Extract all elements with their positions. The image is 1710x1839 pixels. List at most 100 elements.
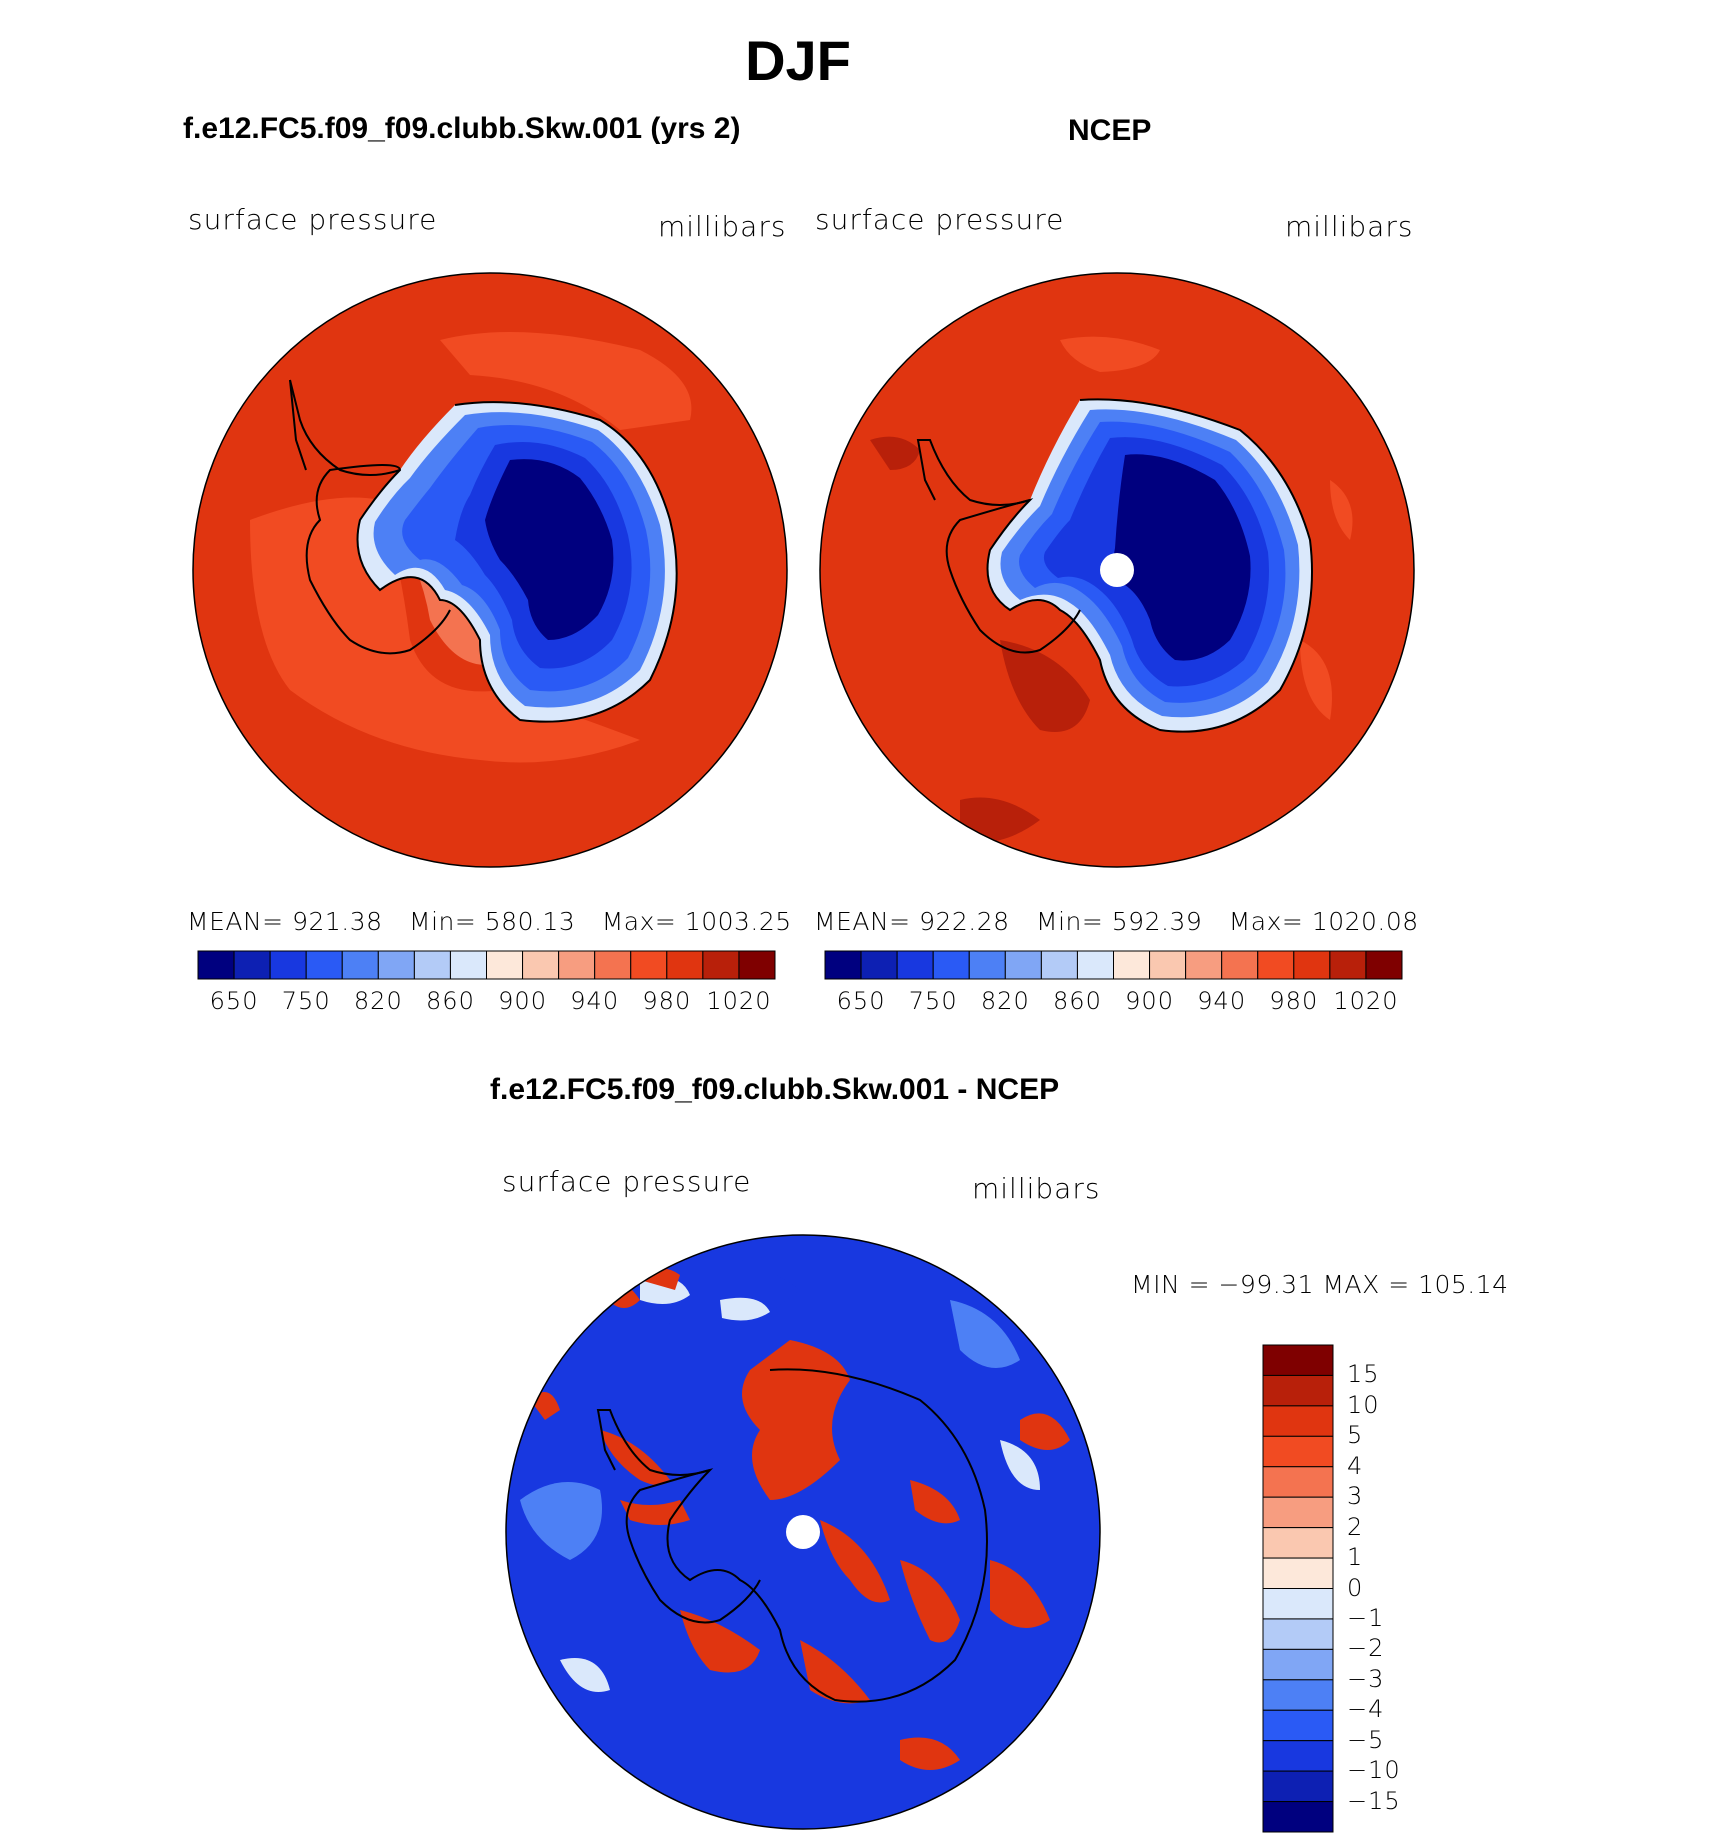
- obs-max-value: 1020.08: [1311, 907, 1419, 936]
- obs-map-border: [819, 272, 1415, 868]
- model-colorbar-swatch: [449, 950, 487, 980]
- obs-colorbar-swatch: [1149, 950, 1187, 980]
- obs-colorbar-swatch: [1040, 950, 1078, 980]
- obs-colorbar-tick-label: 860: [1053, 987, 1102, 1015]
- diff-variable-label: surface pressure: [502, 1165, 752, 1198]
- figure-title: DJF: [745, 29, 851, 92]
- diff-colorbar-tick-label: 15: [1347, 1360, 1380, 1389]
- model-colorbar-swatch: [486, 950, 524, 980]
- model-colorbar-swatch: [738, 950, 776, 980]
- model-map-border: [192, 272, 788, 868]
- obs-stats: MEAN= 922.28 Min= 592.39 Max= 1020.08: [814, 907, 1419, 936]
- model-colorbar-swatch: [305, 950, 343, 980]
- model-min-value: 580.13: [484, 907, 576, 936]
- obs-colorbar-swatch: [860, 950, 898, 980]
- diff-colorbar-tick-label: 10: [1347, 1390, 1380, 1419]
- obs-variable-label: surface pressure: [815, 203, 1065, 236]
- obs-colorbar-swatch: [968, 950, 1006, 980]
- model-colorbar-tick-label: 1020: [706, 987, 772, 1015]
- obs-colorbar-swatch: [1004, 950, 1042, 980]
- obs-colorbar: [824, 950, 1403, 980]
- model-colorbar-tick-label: 900: [498, 987, 547, 1015]
- model-colorbar-swatch: [666, 950, 704, 980]
- obs-colorbar-swatch: [1113, 950, 1151, 980]
- obs-colorbar-swatch: [1257, 950, 1295, 980]
- obs-colorbar-tick-label: 940: [1197, 987, 1247, 1015]
- model-map: [193, 273, 787, 867]
- model-colorbar: [197, 950, 776, 980]
- obs-min-label: Min=: [1036, 907, 1104, 936]
- diff-colorbar-swatch: [1262, 1557, 1334, 1589]
- obs-colorbar-swatch: [932, 950, 970, 980]
- obs-colorbar-tick-label: 900: [1125, 987, 1174, 1015]
- model-max-label: Max=: [601, 907, 677, 936]
- obs-colorbar-swatch: [896, 950, 934, 980]
- diff-colorbar-tick-label: −5: [1347, 1725, 1385, 1754]
- obs-panel-title: NCEP: [1068, 114, 1152, 147]
- obs-colorbar-swatch: [1221, 950, 1259, 980]
- model-colorbar-tick-label: 820: [353, 987, 403, 1015]
- obs-colorbar-swatch: [1329, 950, 1367, 980]
- model-colorbar-swatch: [702, 950, 740, 980]
- diff-colorbar-tick-label: −4: [1347, 1695, 1385, 1724]
- diff-colorbar-tick-label: 5: [1347, 1421, 1364, 1450]
- model-colorbar-tick-label: 860: [426, 987, 475, 1015]
- obs-colorbar-tick-label: 650: [836, 987, 886, 1015]
- diff-map-border: [505, 1234, 1101, 1830]
- diff-colorbar-tick-label: 1: [1347, 1543, 1364, 1572]
- obs-min-value: 592.39: [1111, 907, 1203, 936]
- model-variable-label: surface pressure: [188, 203, 438, 236]
- model-colorbar-tick-label: 980: [642, 987, 692, 1015]
- obs-map: [820, 273, 1414, 867]
- diff-colorbar-swatch: [1262, 1405, 1334, 1437]
- diff-colorbar-swatch: [1262, 1466, 1334, 1498]
- diff-colorbar-tick-label: 2: [1347, 1512, 1364, 1541]
- diff-colorbar-swatch: [1262, 1374, 1334, 1407]
- diff-colorbar-swatch: [1262, 1435, 1334, 1468]
- obs-colorbar-swatch: [1185, 950, 1223, 980]
- obs-colorbar-tick-label: 820: [980, 987, 1030, 1015]
- diff-colorbar-tick-label: −1: [1347, 1603, 1385, 1632]
- diff-colorbar-swatch: [1262, 1709, 1334, 1742]
- model-colorbar-swatch: [522, 950, 560, 980]
- diff-minmax: MIN = −99.31 MAX = 105.14: [1131, 1270, 1509, 1299]
- diff-colorbar-swatch: [1262, 1679, 1334, 1711]
- diff-colorbar-swatch: [1262, 1770, 1334, 1803]
- diff-colorbar-swatch: [1262, 1496, 1334, 1529]
- model-colorbar-tick-label: 650: [209, 987, 259, 1015]
- model-colorbar-swatch: [233, 950, 271, 980]
- diff-colorbar-tick-label: 4: [1347, 1451, 1364, 1480]
- diff-colorbar-tick-label: −10: [1347, 1756, 1401, 1785]
- model-mean-value: 921.38: [292, 907, 383, 936]
- diff-colorbar-swatch: [1262, 1527, 1334, 1559]
- diff-colorbar-swatch: [1262, 1618, 1334, 1650]
- obs-colorbar-tick-label: 1020: [1333, 987, 1399, 1015]
- obs-colorbar-swatch: [1365, 950, 1403, 980]
- model-colorbar-tick-label: 750: [281, 987, 331, 1015]
- diff-colorbar-tick-label: −2: [1347, 1634, 1385, 1663]
- model-mean-label: MEAN=: [187, 907, 284, 936]
- model-colorbar-swatch: [630, 950, 668, 980]
- model-colorbar-swatch: [413, 950, 451, 980]
- diff-colorbar-swatch: [1262, 1801, 1334, 1833]
- diff-colorbar-swatch: [1262, 1740, 1334, 1772]
- obs-colorbar-swatch: [1076, 950, 1114, 980]
- diff-colorbar-swatch: [1262, 1344, 1334, 1376]
- diff-colorbar-swatch: [1262, 1648, 1334, 1681]
- model-colorbar-swatch: [594, 950, 632, 980]
- model-colorbar-swatch: [377, 950, 415, 980]
- model-stats: MEAN= 921.38 Min= 580.13 Max= 1003.25: [187, 907, 792, 936]
- obs-mean-value: 922.28: [919, 907, 1010, 936]
- diff-colorbar-swatch: [1262, 1588, 1334, 1620]
- diff-colorbar-tick-label: −15: [1347, 1786, 1401, 1815]
- obs-colorbar-tick-label: 980: [1269, 987, 1319, 1015]
- model-colorbar-swatch: [197, 950, 235, 980]
- obs-colorbar-swatch: [824, 950, 862, 980]
- diff-units-label: millibars: [972, 1172, 1101, 1205]
- model-min-label: Min=: [409, 907, 477, 936]
- diff-colorbar-tick-label: 0: [1347, 1573, 1364, 1602]
- diff-colorbar-tick-label: −3: [1347, 1664, 1385, 1693]
- model-colorbar-tick-label: 940: [570, 987, 620, 1015]
- obs-mean-label: MEAN=: [814, 907, 911, 936]
